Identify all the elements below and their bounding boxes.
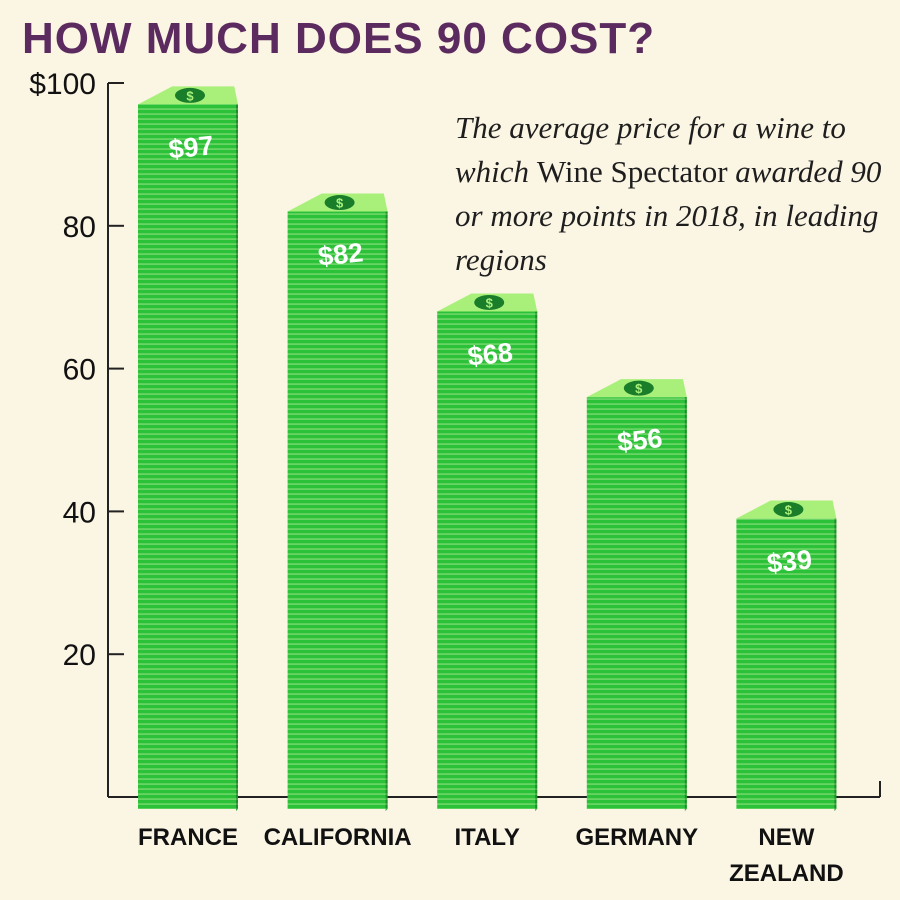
y-tick-label: 40 <box>63 496 96 529</box>
svg-text:$: $ <box>186 88 194 103</box>
bar-side <box>385 211 388 811</box>
bar-front <box>138 104 238 810</box>
bar-front <box>437 311 538 809</box>
y-tick-label: 80 <box>63 211 96 244</box>
bar-data-label: $82 <box>317 237 365 272</box>
svg-text:$: $ <box>486 295 494 310</box>
y-tick-label: $100 <box>29 68 96 101</box>
dollar-coin-icon: $ <box>175 87 205 103</box>
dollar-coin-icon: $ <box>773 502 804 518</box>
x-tick-label: NEW ZEALAND <box>729 824 844 887</box>
x-tick-label: ITALY <box>455 824 520 851</box>
bar-front <box>586 397 687 809</box>
bar: $ <box>586 379 687 811</box>
chart-subtitle: The average price for a wine to which Wi… <box>455 106 885 282</box>
y-tick-label: 20 <box>63 639 96 672</box>
bar-side <box>535 311 538 811</box>
bar-data-label: $39 <box>765 544 813 579</box>
x-tick-label: CALIFORNIA <box>264 824 412 851</box>
x-tick-label: FRANCE <box>138 824 238 851</box>
bar: $ <box>287 193 388 811</box>
bar-side <box>236 104 238 812</box>
chart-title: HOW MUCH DOES 90 COST? <box>22 14 656 63</box>
y-tick-label: 60 <box>63 354 96 387</box>
bar-front <box>736 518 837 809</box>
subtitle-text-1: The average price for a wine to which <box>455 110 846 189</box>
bar-side <box>684 397 687 811</box>
bar: $ <box>138 86 238 812</box>
bar-front <box>287 211 388 809</box>
bar-data-label: $56 <box>616 423 664 458</box>
svg-text:$: $ <box>336 196 344 211</box>
svg-text:$: $ <box>785 503 793 518</box>
bar-data-label: $97 <box>167 130 215 165</box>
bar: $ <box>437 293 538 811</box>
subtitle-publication-name: Wine Spectator <box>536 154 728 189</box>
subtitle-text-2: awarded 90 or more points in 2018, in le… <box>455 154 882 277</box>
dollar-coin-icon: $ <box>324 195 355 211</box>
bar: $ <box>736 500 837 811</box>
bar-data-label: $68 <box>466 337 514 372</box>
svg-text:$: $ <box>635 381 643 396</box>
bar-side <box>834 518 837 811</box>
dollar-coin-icon: $ <box>623 380 654 396</box>
x-tick-label: GERMANY <box>575 824 698 851</box>
dollar-coin-icon: $ <box>474 294 505 310</box>
